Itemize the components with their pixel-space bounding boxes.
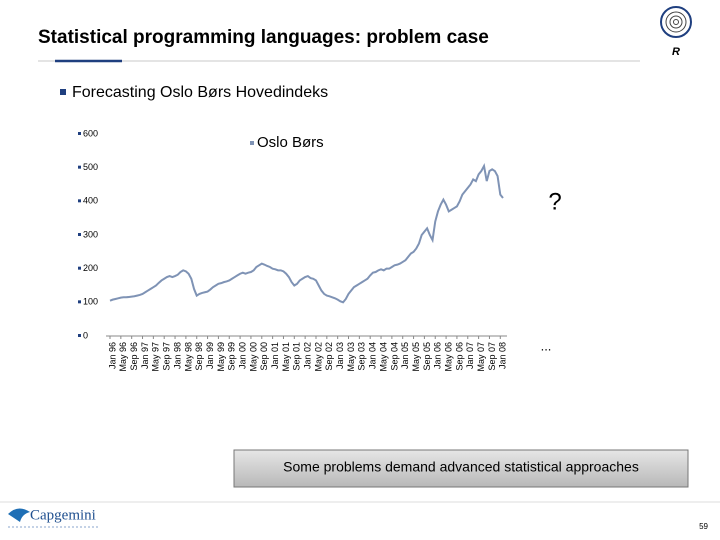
ellipsis: ... bbox=[541, 338, 552, 353]
y-tick-label: 200 bbox=[83, 263, 98, 273]
callout-text: Some problems demand advanced statistica… bbox=[283, 459, 639, 475]
tick-bullet bbox=[78, 165, 81, 169]
x-tick-label: Jan 05 bbox=[400, 342, 410, 369]
x-tick-label: May 02 bbox=[313, 342, 323, 372]
x-tick-label: May 98 bbox=[183, 342, 193, 372]
x-tick-label: Sep 07 bbox=[487, 342, 497, 371]
legend-label: Oslo Børs bbox=[257, 134, 324, 151]
x-tick-label: May 99 bbox=[216, 342, 226, 372]
x-tick-label: Jan 99 bbox=[205, 342, 215, 369]
question-mark: ? bbox=[548, 188, 561, 215]
x-tick-label: May 06 bbox=[443, 342, 453, 372]
x-tick-label: May 01 bbox=[281, 342, 291, 372]
x-tick-label: May 04 bbox=[378, 342, 388, 372]
x-tick-label: May 03 bbox=[346, 342, 356, 372]
tick-bullet bbox=[78, 199, 81, 203]
x-tick-label: Jan 08 bbox=[498, 342, 508, 369]
tick-bullet bbox=[78, 334, 81, 337]
logo: Capgemini bbox=[8, 507, 98, 528]
x-tick-label: Sep 00 bbox=[259, 342, 269, 371]
slide-title: Statistical programming languages: probl… bbox=[38, 27, 489, 48]
line-series bbox=[109, 162, 504, 304]
logo-text: Capgemini bbox=[30, 507, 96, 523]
y-tick-label: 600 bbox=[83, 128, 98, 138]
x-tick-label: Jan 98 bbox=[172, 342, 182, 369]
x-tick-label: May 05 bbox=[411, 342, 421, 372]
badge: R bbox=[660, 6, 692, 58]
x-tick-label: Jan 06 bbox=[433, 342, 443, 369]
x-tick-label: Sep 04 bbox=[389, 342, 399, 371]
bullet-text: Forecasting Oslo Børs Hovedindeks bbox=[72, 84, 328, 101]
x-tick-label: Sep 97 bbox=[162, 342, 172, 371]
tick-bullet bbox=[78, 266, 81, 270]
x-tick-label: Jan 01 bbox=[270, 342, 280, 369]
x-tick-label: May 97 bbox=[151, 342, 161, 372]
x-tick-label: Sep 98 bbox=[194, 342, 204, 371]
y-tick-label: 300 bbox=[83, 229, 98, 239]
x-tick-label: Jan 03 bbox=[335, 342, 345, 369]
x-tick-label: Sep 96 bbox=[129, 342, 139, 371]
x-tick-label: Sep 06 bbox=[454, 342, 464, 371]
x-tick-label: Sep 03 bbox=[357, 342, 367, 371]
y-tick-label: 400 bbox=[83, 196, 98, 206]
x-tick-label: Jan 00 bbox=[237, 342, 247, 369]
y-tick-label: 100 bbox=[83, 297, 98, 307]
x-tick-label: Jan 07 bbox=[465, 342, 475, 369]
x-tick-label: May 07 bbox=[476, 342, 486, 372]
y-tick-label: 500 bbox=[83, 162, 98, 172]
tick-bullet bbox=[78, 132, 81, 135]
tick-bullet bbox=[78, 300, 81, 304]
y-tick-label: 0 bbox=[83, 330, 88, 340]
legend-swatch bbox=[250, 141, 254, 145]
x-tick-label: Sep 99 bbox=[227, 342, 237, 371]
bullet-marker bbox=[60, 89, 66, 95]
x-tick-label: May 00 bbox=[248, 342, 258, 372]
x-tick-label: Jan 97 bbox=[140, 342, 150, 369]
callout-box bbox=[233, 449, 689, 488]
x-tick-label: May 96 bbox=[118, 342, 128, 372]
page-number: 59 bbox=[699, 522, 708, 531]
x-tick-label: Sep 01 bbox=[292, 342, 302, 371]
x-tick-label: Sep 02 bbox=[324, 342, 334, 371]
x-tick-label: Jan 02 bbox=[303, 342, 313, 369]
x-tick-label: Sep 05 bbox=[422, 342, 432, 371]
x-tick-label: Jan 04 bbox=[368, 342, 378, 369]
badge-label: R bbox=[672, 46, 680, 58]
tick-bullet bbox=[78, 233, 81, 236]
x-tick-label: Jan 96 bbox=[107, 342, 117, 369]
